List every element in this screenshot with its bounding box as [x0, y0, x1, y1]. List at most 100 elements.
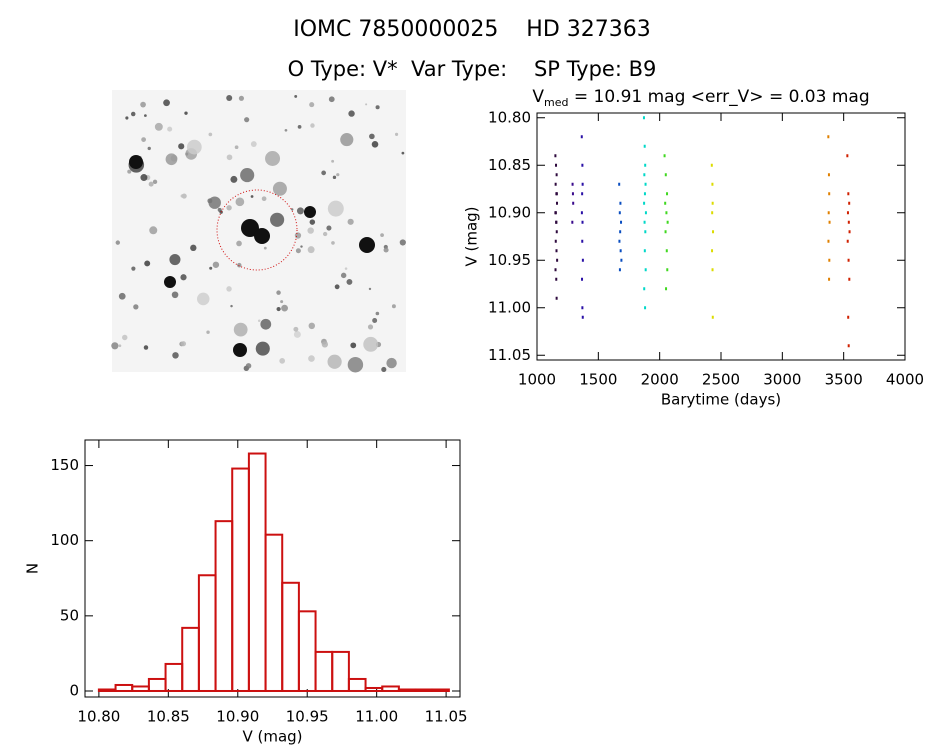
star: [131, 111, 136, 117]
star: [152, 179, 158, 184]
y-tick-label: 10.95: [488, 251, 531, 269]
star: [375, 311, 380, 316]
page-title: IOMC 7850000025 HD 327363: [293, 17, 651, 42]
point: [665, 211, 668, 215]
bar: [131, 685, 150, 692]
star: [122, 334, 128, 341]
star: [296, 207, 304, 215]
star: [321, 341, 329, 348]
star: [180, 341, 187, 347]
x-tick-label: 10.90: [216, 708, 259, 726]
star: [336, 173, 340, 177]
point: [555, 201, 558, 205]
point: [828, 277, 831, 281]
star: [164, 276, 176, 288]
point: [664, 173, 667, 177]
point: [827, 135, 830, 139]
star: [165, 153, 178, 166]
bar: [247, 452, 267, 692]
x-tick-label: 1500: [579, 371, 617, 389]
star: [237, 262, 242, 268]
bar: [197, 574, 217, 692]
star: [257, 319, 261, 323]
star: [340, 133, 354, 147]
point: [643, 144, 646, 148]
star: [265, 151, 281, 166]
point: [644, 182, 647, 186]
star: [369, 133, 375, 140]
star: [196, 292, 210, 306]
star: [308, 322, 316, 330]
point: [644, 268, 647, 272]
star: [270, 212, 285, 227]
star: [184, 111, 188, 115]
star: [371, 140, 379, 148]
y-tick-label: 0: [69, 681, 79, 699]
star: [399, 239, 406, 246]
point: [847, 315, 850, 319]
point: [828, 220, 831, 224]
star: [171, 291, 179, 299]
bar: [347, 677, 367, 692]
star: [401, 151, 405, 155]
point: [711, 211, 714, 215]
star: [344, 267, 348, 270]
star: [250, 195, 254, 198]
star: [295, 248, 301, 254]
page-subtitle: O Type: V* Var Type: SP Type: B9: [288, 57, 657, 81]
star: [321, 170, 327, 176]
point: [581, 239, 584, 243]
point: [664, 201, 667, 205]
point: [643, 192, 646, 196]
point: [554, 268, 557, 272]
star: [386, 357, 397, 369]
star: [263, 246, 267, 250]
point: [846, 154, 849, 158]
point: [618, 268, 621, 272]
star: [307, 227, 314, 234]
point: [848, 277, 851, 281]
point: [555, 173, 558, 177]
point: [828, 258, 831, 262]
star: [294, 232, 302, 239]
bar: [281, 581, 300, 692]
star: [233, 343, 247, 357]
star: [148, 181, 154, 187]
point: [555, 230, 558, 234]
point: [666, 192, 669, 196]
point: [665, 287, 668, 291]
star: [334, 284, 340, 290]
star: [304, 206, 316, 218]
bar: [231, 467, 250, 692]
point: [644, 163, 647, 167]
star: [394, 132, 399, 136]
point: [580, 211, 583, 215]
star: [172, 352, 179, 359]
point: [847, 192, 850, 196]
point: [828, 192, 831, 196]
x-tick-label: 4000: [886, 371, 924, 389]
point: [581, 220, 584, 224]
point: [827, 173, 830, 177]
star: [209, 266, 213, 270]
star: [230, 175, 238, 183]
star: [284, 128, 288, 132]
star: [348, 110, 355, 117]
x-tick-label: 11.00: [355, 708, 398, 726]
star: [131, 266, 136, 271]
x-tick-label: 2500: [702, 371, 740, 389]
bar: [264, 533, 284, 692]
star: [383, 247, 389, 253]
star: [226, 286, 232, 292]
point: [554, 154, 557, 158]
y-tick-label: 11.00: [488, 298, 531, 316]
point: [666, 220, 669, 224]
point: [556, 258, 559, 262]
star: [178, 143, 185, 150]
star: [245, 363, 252, 369]
star: [293, 326, 299, 332]
x-tick-label: 1000: [518, 371, 556, 389]
bar: [181, 626, 200, 692]
star: [212, 261, 220, 268]
star: [347, 356, 364, 373]
